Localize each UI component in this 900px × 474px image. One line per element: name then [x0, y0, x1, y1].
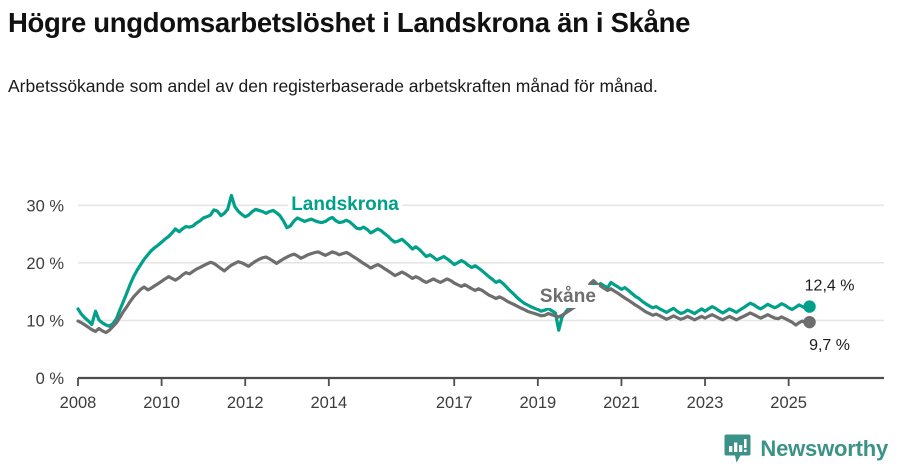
newsworthy-logo[interactable]: Newsworthy [724, 434, 888, 464]
series-label: Skåne [540, 286, 596, 307]
series-end-value-label: 12,4 % [805, 278, 855, 295]
value-label-backdrop [806, 336, 854, 356]
logo-wordmark: Newsworthy [760, 436, 888, 461]
value-label-backdrop [801, 276, 858, 296]
page-subtitle: Arbetssökande som andel av den registerb… [8, 76, 658, 96]
series-line [76, 250, 812, 335]
y-tick-label: 0 % [36, 370, 65, 388]
series-end-value-label: 9,7 % [809, 337, 850, 354]
series-end-value-labels: 12,4 % 9,7 % [801, 276, 858, 356]
series-label-backdrop [288, 192, 403, 216]
page-title: Högre ungdomsarbetslöshet i Landskrona ä… [8, 7, 691, 38]
series-inline-labels: Landskrona Skåne [288, 192, 599, 308]
x-tick-label: 2017 [436, 394, 473, 412]
series-label: Landskrona [291, 194, 399, 215]
y-tick-label: 10 % [26, 312, 64, 330]
series-end-marker [803, 315, 816, 329]
x-axis [77, 378, 790, 386]
x-tick-label: 2010 [143, 394, 180, 412]
series-end-markers [803, 300, 816, 329]
line-chart: 0 % 10 % 20 % 30 % 2008 2010 2012 2014 2017 2019… [26, 192, 884, 412]
x-tick-label: 2008 [60, 394, 97, 412]
series-end-marker [803, 300, 816, 313]
x-axis-tick-labels: 2008 2010 2012 2014 2017 2019 2021 2023 2025 [60, 394, 807, 412]
x-tick-label: 2023 [687, 394, 724, 412]
x-tick-label: 2014 [310, 394, 347, 412]
x-tick-label: 2012 [227, 394, 264, 412]
y-tick-label: 20 % [26, 255, 64, 273]
series-line [76, 193, 812, 332]
bar-chart-bubble-icon [724, 434, 751, 463]
chart-container: 0 % 10 % 20 % 30 % 2008 2010 2012 2014 2017 2019… [0, 160, 900, 420]
x-tick-label: 2025 [770, 394, 807, 412]
series-lines [76, 193, 812, 335]
series-label-backdrop [536, 285, 599, 308]
x-tick-label: 2021 [603, 394, 640, 412]
y-axis-tick-labels: 0 % 10 % 20 % 30 % [26, 197, 64, 388]
y-tick-label: 30 % [26, 197, 64, 215]
x-tick-label: 2019 [519, 394, 556, 412]
